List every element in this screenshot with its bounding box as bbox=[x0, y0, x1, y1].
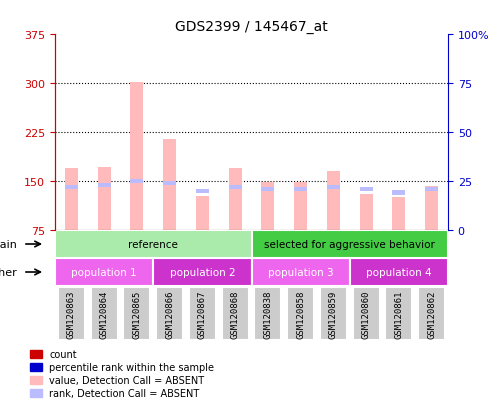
Bar bbox=[163, 181, 176, 186]
Bar bbox=[196, 197, 209, 230]
Bar bbox=[229, 169, 242, 230]
Text: GSM120861: GSM120861 bbox=[394, 290, 403, 338]
Bar bbox=[65, 169, 78, 230]
Bar bbox=[251, 259, 350, 286]
Legend: count, percentile rank within the sample, value, Detection Call = ABSENT, rank, : count, percentile rank within the sample… bbox=[30, 350, 214, 398]
Bar bbox=[392, 191, 405, 196]
Bar bbox=[130, 179, 143, 184]
FancyBboxPatch shape bbox=[352, 287, 380, 340]
Bar bbox=[261, 183, 275, 230]
Bar bbox=[327, 172, 340, 230]
Text: GSM120863: GSM120863 bbox=[67, 290, 76, 338]
Text: GSM120838: GSM120838 bbox=[263, 290, 272, 338]
Text: population 2: population 2 bbox=[170, 267, 235, 277]
Text: GSM120860: GSM120860 bbox=[362, 290, 371, 338]
Text: GSM120858: GSM120858 bbox=[296, 290, 305, 338]
FancyBboxPatch shape bbox=[189, 287, 216, 340]
Bar bbox=[359, 187, 373, 192]
Bar bbox=[55, 259, 153, 286]
Bar bbox=[65, 185, 78, 190]
Bar bbox=[392, 198, 405, 230]
FancyBboxPatch shape bbox=[58, 287, 85, 340]
FancyBboxPatch shape bbox=[123, 287, 150, 340]
FancyBboxPatch shape bbox=[156, 287, 183, 340]
Bar bbox=[261, 187, 275, 192]
Text: population 1: population 1 bbox=[71, 267, 137, 277]
Text: strain: strain bbox=[0, 240, 17, 249]
Bar bbox=[163, 139, 176, 230]
FancyBboxPatch shape bbox=[254, 287, 282, 340]
Bar bbox=[294, 183, 307, 230]
Text: GSM120862: GSM120862 bbox=[427, 290, 436, 338]
Bar bbox=[196, 189, 209, 194]
Text: population 4: population 4 bbox=[366, 267, 432, 277]
Text: GSM120868: GSM120868 bbox=[231, 290, 240, 338]
Bar bbox=[55, 230, 251, 259]
FancyBboxPatch shape bbox=[91, 287, 117, 340]
Bar bbox=[98, 183, 110, 188]
Bar bbox=[327, 185, 340, 190]
Text: GSM120867: GSM120867 bbox=[198, 290, 207, 338]
FancyBboxPatch shape bbox=[386, 287, 412, 340]
Text: selected for aggressive behavior: selected for aggressive behavior bbox=[264, 240, 435, 249]
Bar bbox=[229, 185, 242, 190]
FancyBboxPatch shape bbox=[222, 287, 248, 340]
FancyBboxPatch shape bbox=[287, 287, 314, 340]
Bar bbox=[294, 187, 307, 192]
Bar bbox=[425, 187, 438, 192]
FancyBboxPatch shape bbox=[320, 287, 347, 340]
Text: GSM120866: GSM120866 bbox=[165, 290, 174, 338]
Text: other: other bbox=[0, 267, 17, 277]
Bar bbox=[251, 230, 448, 259]
FancyBboxPatch shape bbox=[418, 287, 445, 340]
Bar bbox=[425, 187, 438, 230]
Text: reference: reference bbox=[128, 240, 178, 249]
Text: population 3: population 3 bbox=[268, 267, 333, 277]
Text: GSM120864: GSM120864 bbox=[100, 290, 108, 338]
Text: GSM120865: GSM120865 bbox=[133, 290, 141, 338]
Bar bbox=[350, 259, 448, 286]
Text: GSM120859: GSM120859 bbox=[329, 290, 338, 338]
Bar bbox=[153, 259, 251, 286]
Title: GDS2399 / 145467_at: GDS2399 / 145467_at bbox=[175, 20, 328, 34]
Bar bbox=[359, 195, 373, 230]
Bar bbox=[130, 83, 143, 230]
Bar bbox=[98, 167, 110, 230]
